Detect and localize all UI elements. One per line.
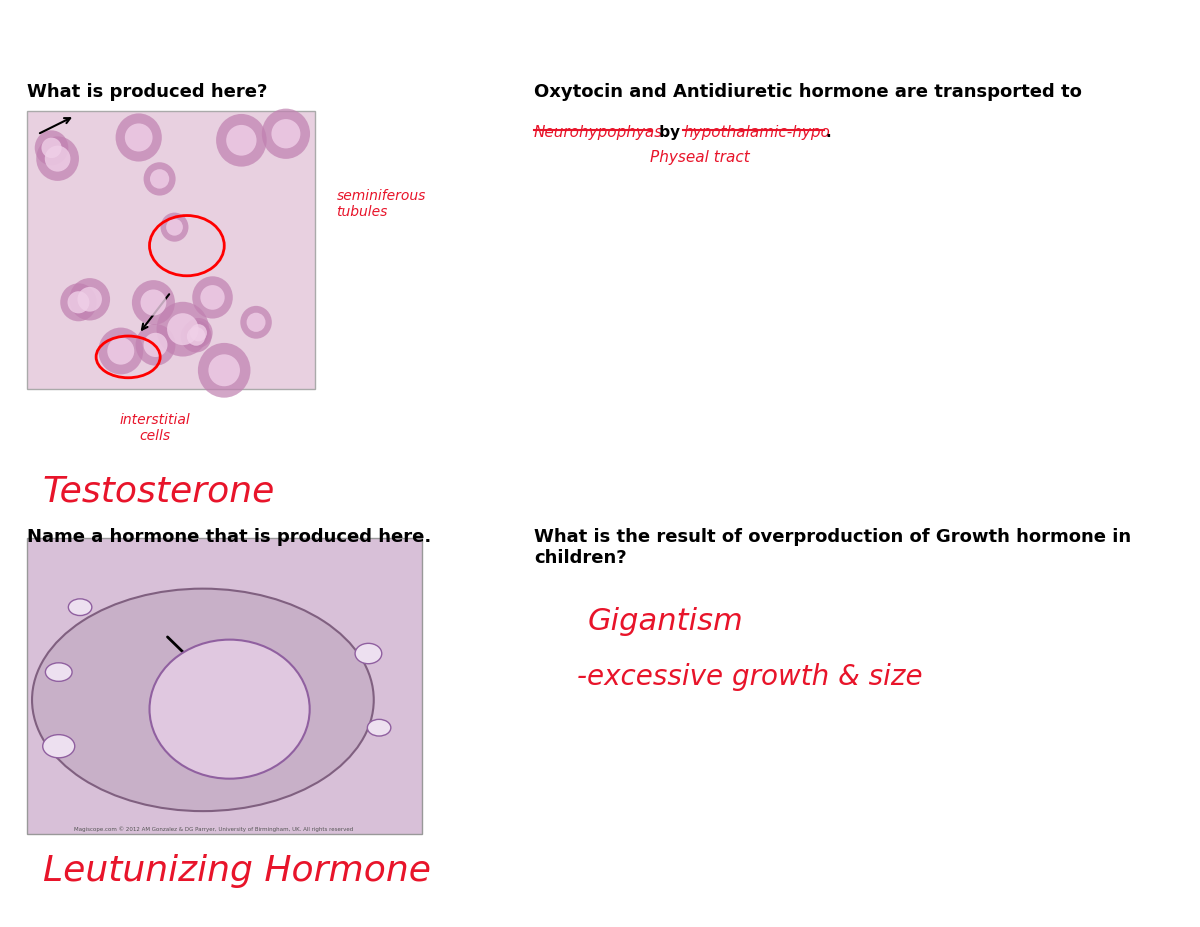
Ellipse shape	[68, 599, 92, 616]
Text: interstitial
cells: interstitial cells	[120, 413, 191, 443]
Ellipse shape	[150, 640, 310, 779]
Ellipse shape	[181, 321, 211, 352]
Text: .: .	[826, 125, 832, 140]
Ellipse shape	[156, 302, 209, 357]
Ellipse shape	[367, 719, 391, 736]
Text: Corpus
Luteum: Corpus Luteum	[179, 726, 238, 757]
Ellipse shape	[190, 324, 206, 341]
Ellipse shape	[140, 289, 167, 315]
Ellipse shape	[67, 291, 90, 313]
Ellipse shape	[125, 123, 152, 151]
Text: Leutunizing Hormone: Leutunizing Hormone	[43, 855, 431, 888]
Text: What is the result of overproduction of Growth hormone in
children?: What is the result of overproduction of …	[534, 528, 1132, 567]
Ellipse shape	[185, 318, 212, 348]
Ellipse shape	[43, 734, 74, 758]
Ellipse shape	[144, 333, 168, 357]
Ellipse shape	[161, 212, 188, 242]
Ellipse shape	[136, 324, 175, 365]
Text: Gigantism: Gigantism	[587, 606, 743, 636]
Ellipse shape	[271, 119, 300, 148]
Ellipse shape	[216, 114, 266, 167]
Ellipse shape	[200, 286, 224, 310]
Ellipse shape	[42, 137, 61, 158]
Ellipse shape	[78, 287, 102, 311]
Text: Neurohypophyas: Neurohypophyas	[534, 125, 664, 140]
Text: -excessive growth & size: -excessive growth & size	[577, 663, 923, 691]
Ellipse shape	[46, 663, 72, 681]
Ellipse shape	[192, 276, 233, 319]
Ellipse shape	[262, 108, 310, 159]
Ellipse shape	[44, 146, 71, 171]
Ellipse shape	[355, 643, 382, 664]
Ellipse shape	[60, 284, 97, 322]
Ellipse shape	[144, 162, 175, 196]
Ellipse shape	[226, 125, 257, 156]
Text: What is produced here?: What is produced here?	[26, 83, 268, 101]
Ellipse shape	[150, 170, 169, 188]
Ellipse shape	[107, 337, 134, 364]
FancyBboxPatch shape	[26, 111, 316, 389]
Ellipse shape	[32, 589, 373, 811]
Ellipse shape	[166, 219, 182, 235]
FancyBboxPatch shape	[26, 538, 422, 834]
Text: Magiscope.com © 2012 AM Gonzalez & DG Parryer, University of Birmingham, UK. All: Magiscope.com © 2012 AM Gonzalez & DG Pa…	[74, 826, 353, 832]
Text: seminiferous
tubules: seminiferous tubules	[336, 189, 426, 219]
Ellipse shape	[36, 136, 79, 181]
Text: Oxytocin and Antidiuretic hormone are transported to: Oxytocin and Antidiuretic hormone are tr…	[534, 83, 1082, 101]
Ellipse shape	[240, 306, 272, 338]
Ellipse shape	[115, 113, 162, 161]
Text: by: by	[654, 125, 685, 140]
Ellipse shape	[167, 313, 199, 345]
Ellipse shape	[198, 343, 251, 398]
Text: hypothalamic-hypo: hypothalamic-hypo	[684, 125, 830, 140]
Text: Testosterone: Testosterone	[43, 475, 275, 508]
Ellipse shape	[132, 280, 175, 325]
Ellipse shape	[209, 354, 240, 387]
Ellipse shape	[187, 327, 205, 346]
Ellipse shape	[98, 327, 143, 375]
Ellipse shape	[70, 278, 110, 321]
Text: Physeal tract: Physeal tract	[649, 150, 749, 165]
Ellipse shape	[246, 312, 265, 332]
Text: Name a hormone that is produced here.: Name a hormone that is produced here.	[26, 528, 431, 546]
Ellipse shape	[35, 131, 68, 165]
